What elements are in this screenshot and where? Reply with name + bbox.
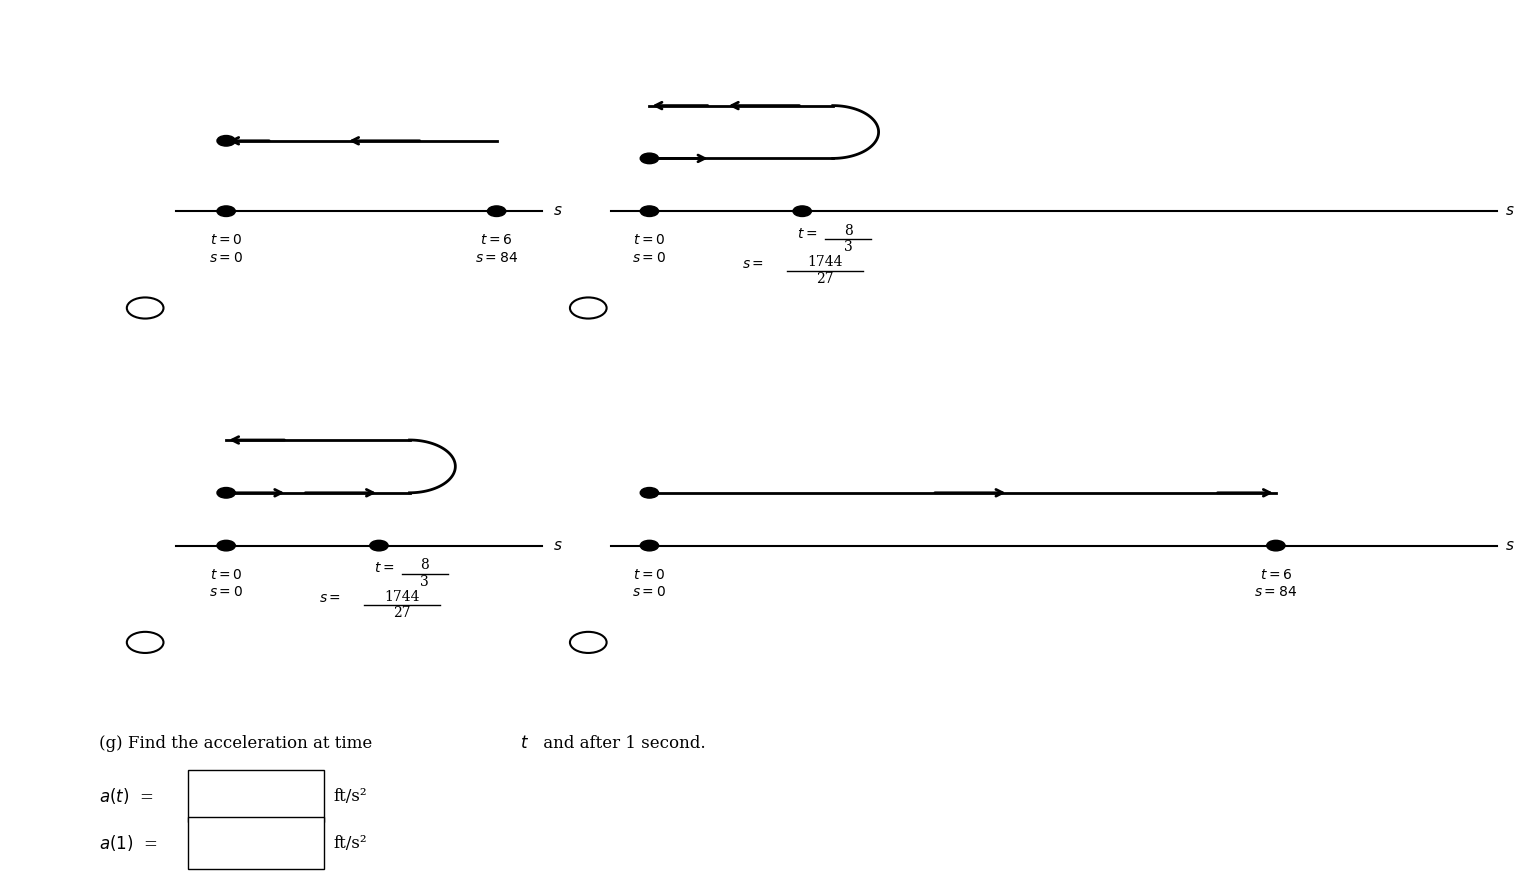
Text: $t = 0$: $t = 0$ [633, 233, 666, 247]
Text: $t = 0$: $t = 0$ [633, 568, 666, 582]
Circle shape [640, 153, 659, 164]
Text: $t = 6$: $t = 6$ [480, 233, 513, 247]
Text: $s$: $s$ [553, 204, 562, 218]
Text: 3: 3 [420, 575, 429, 589]
Text: 3: 3 [843, 240, 853, 254]
Circle shape [1267, 540, 1285, 551]
Text: and after 1 second.: and after 1 second. [538, 735, 706, 752]
Text: 27: 27 [393, 606, 411, 620]
Circle shape [217, 540, 235, 551]
Text: 1744: 1744 [807, 255, 843, 269]
Text: 1744: 1744 [384, 590, 420, 604]
Text: $s$: $s$ [1505, 204, 1514, 218]
Circle shape [487, 206, 506, 216]
Circle shape [217, 136, 235, 146]
Text: 27: 27 [816, 272, 834, 286]
Circle shape [793, 206, 811, 216]
Text: $s = 0$: $s = 0$ [633, 585, 666, 599]
Text: $t = $: $t = $ [374, 561, 394, 576]
Text: $s$: $s$ [553, 539, 562, 553]
Circle shape [217, 206, 235, 216]
Text: $a(1)$  =: $a(1)$ = [99, 833, 157, 853]
Text: 8: 8 [420, 558, 429, 572]
Text: $s = 0$: $s = 0$ [209, 585, 243, 599]
Text: $t = 0$: $t = 0$ [209, 233, 243, 247]
FancyBboxPatch shape [188, 817, 324, 869]
Text: ft/s²: ft/s² [333, 834, 367, 852]
Circle shape [640, 206, 659, 216]
Text: $s = $: $s = $ [319, 591, 341, 605]
FancyBboxPatch shape [188, 771, 324, 822]
Text: $t = 0$: $t = 0$ [209, 568, 243, 582]
Text: $s = 84$: $s = 84$ [475, 251, 518, 265]
Circle shape [370, 540, 388, 551]
Circle shape [640, 488, 659, 498]
Text: $s$: $s$ [1505, 539, 1514, 553]
Text: $s = 0$: $s = 0$ [633, 251, 666, 265]
Circle shape [217, 488, 235, 498]
Text: $s = 0$: $s = 0$ [209, 251, 243, 265]
Text: $a(t)$  =: $a(t)$ = [99, 787, 154, 806]
Text: $t = 6$: $t = 6$ [1259, 568, 1293, 582]
Text: $s = 84$: $s = 84$ [1254, 585, 1297, 599]
Text: 8: 8 [843, 224, 853, 238]
Text: ft/s²: ft/s² [333, 788, 367, 805]
Text: $t = $: $t = $ [798, 227, 817, 241]
Text: $t$: $t$ [520, 735, 529, 752]
Text: $s = $: $s = $ [743, 257, 764, 271]
Circle shape [640, 540, 659, 551]
Text: (g) Find the acceleration at time: (g) Find the acceleration at time [99, 735, 377, 752]
